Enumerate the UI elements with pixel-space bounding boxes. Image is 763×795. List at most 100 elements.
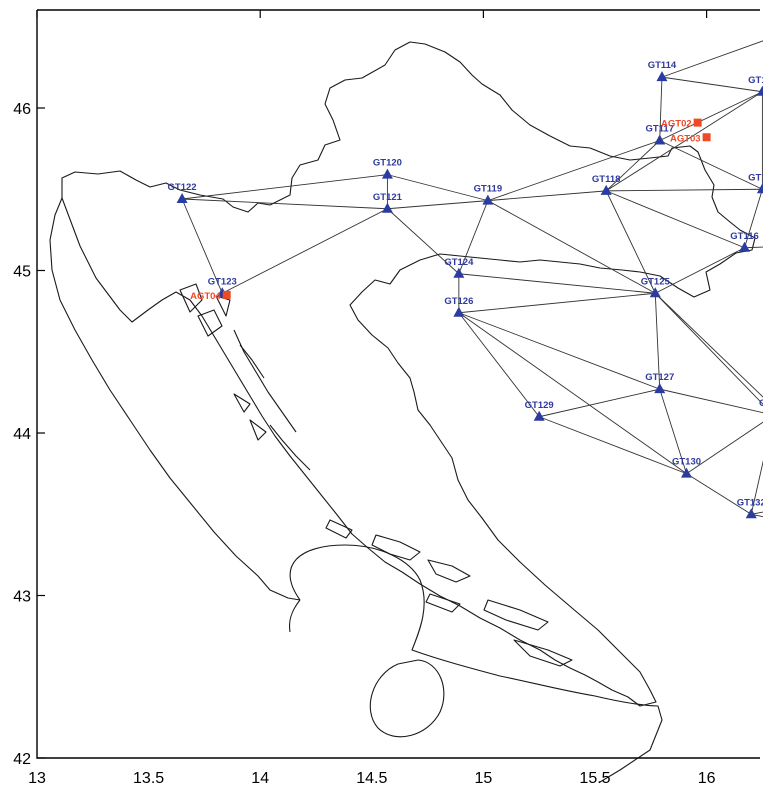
baseline-GT126-GT130 — [458, 312, 687, 474]
square-marker-icon — [693, 118, 702, 127]
gt-station-GT121: GT121 — [373, 192, 403, 213]
triangle-marker-icon — [533, 410, 545, 421]
triangle-marker-icon — [756, 183, 763, 194]
gt-station-label: GT115 — [748, 172, 763, 183]
baseline-GT116-GT125 — [655, 247, 745, 294]
square-marker-icon — [222, 290, 231, 299]
y-tick-label: 44 — [13, 426, 31, 443]
baseline-GT112-GT114 — [661, 40, 763, 78]
baseline-GT125-GT131 — [654, 292, 763, 398]
baseline-GT127-GT129 — [539, 388, 660, 418]
agt-station-AGT02: AGT02 — [661, 118, 702, 130]
plot-frame — [36, 10, 760, 759]
triangle-marker-icon — [756, 85, 763, 96]
baseline-GT122-GT123 — [181, 198, 223, 294]
baseline-GT128-GT132 — [750, 459, 763, 515]
gt-station-label: GT123 — [208, 276, 237, 287]
gt-station-label: GT129 — [525, 400, 554, 411]
agt-station-AGT04: AGT04 — [190, 290, 231, 302]
gt-station-GT118: GT118 — [592, 174, 621, 195]
gt-station-label: GT118 — [592, 174, 621, 185]
x-tick-label: 15 — [475, 770, 493, 787]
gt-station-GT130: GT130 — [672, 457, 701, 478]
baseline-GT117-GT119 — [487, 140, 660, 202]
triangle-marker-icon — [453, 267, 465, 278]
axes — [36, 9, 760, 759]
gt-station-GT116: GT116 — [730, 231, 759, 252]
baseline-GT116-GT118 — [605, 190, 745, 249]
triangle-marker-icon — [654, 383, 666, 394]
square-marker-icon — [702, 133, 711, 142]
baseline-GT114-GT117 — [659, 77, 663, 141]
baseline-GT125-GT128 — [654, 292, 763, 405]
baseline-GT126-GT125 — [458, 292, 656, 314]
baseline-GT119-GT118 — [487, 190, 607, 202]
baseline-GT120-GT122 — [182, 174, 388, 200]
tick-marks — [36, 10, 708, 759]
gt-station-GT129: GT129 — [525, 400, 554, 421]
gt-station-GT114: GT114 — [648, 60, 677, 82]
baseline-GT121-GT119 — [387, 200, 488, 210]
baseline-GT115-GT116 — [744, 189, 763, 248]
baseline-GT119-GT124 — [458, 200, 489, 274]
gt-station-label: GT124 — [444, 257, 474, 268]
gt-station-label: GT117 — [645, 124, 674, 135]
gt-station-label: GT130 — [672, 457, 701, 468]
triangle-marker-icon — [745, 508, 757, 519]
gt-station-label: GT125 — [641, 276, 671, 287]
gt-station-label: GT128 — [759, 398, 763, 409]
x-tick-label: 13 — [28, 770, 46, 787]
baseline-GT119-GT125 — [487, 200, 656, 294]
gt-station-label: GT116 — [730, 231, 759, 242]
y-tick-label: 42 — [13, 751, 31, 768]
gt-station-GT132: GT132 — [737, 497, 763, 519]
baseline-GT130-GT132 — [686, 473, 752, 515]
baseline-network — [181, 40, 763, 518]
baseline-GT128-GT130 — [686, 421, 763, 474]
gt-station-label: GT122 — [168, 182, 197, 193]
gt-station-GT113: GT113 — [748, 75, 763, 96]
gt-station-GT124: GT124 — [444, 257, 474, 278]
baseline-GT122-GT121 — [182, 198, 388, 210]
agt-station-label: AGT04 — [190, 291, 221, 302]
triangle-marker-icon — [681, 467, 693, 478]
agt-station-label: AGT02 — [661, 119, 692, 130]
gt-station-GT119: GT119 — [474, 184, 503, 205]
x-tick-label: 14 — [251, 770, 269, 787]
agt-station-AGT03: AGT03 — [670, 133, 711, 144]
baseline-GT121-GT123 — [222, 208, 388, 294]
station-markers: GT112GT114GT113GT110GT117GT108GT104GT106… — [168, 60, 763, 519]
triangle-marker-icon — [600, 184, 612, 195]
gt-station-GT117: GT117 — [645, 124, 674, 145]
triangle-marker-icon — [381, 202, 393, 213]
baseline-GT117-GT115 — [659, 140, 763, 190]
triangle-marker-icon — [654, 134, 666, 145]
gt-station-label: GT113 — [748, 75, 763, 86]
x-tick-label: 16 — [698, 770, 716, 787]
gt-station-label: GT119 — [474, 184, 503, 195]
gt-station-label: GT126 — [444, 296, 473, 307]
baseline-GT120-GT119 — [387, 174, 488, 202]
baseline-GT126-GT127 — [458, 312, 660, 390]
gt-station-GT120: GT120 — [373, 158, 402, 179]
gt-station-GT125: GT125 — [641, 276, 671, 298]
baseline-GT115-GT118 — [606, 188, 763, 192]
gt-station-label: GT114 — [648, 60, 677, 71]
triangle-marker-icon — [453, 306, 465, 317]
baseline-GT118-GT125 — [605, 190, 656, 294]
triangle-marker-icon — [649, 287, 661, 298]
gt-station-GT128: GT128 — [759, 398, 763, 409]
x-tick-label: 13.5 — [133, 770, 164, 787]
baseline-GT125-GT127 — [654, 293, 661, 390]
gt-station-label: GT127 — [645, 372, 674, 383]
y-tick-label: 43 — [13, 589, 31, 606]
gt-station-GT115: GT115 — [748, 172, 763, 194]
gt-station-label: GT120 — [373, 158, 402, 169]
baseline-GT126-GT129 — [458, 312, 540, 418]
gt-station-label: GT132 — [737, 497, 763, 508]
y-tick-label: 45 — [13, 264, 31, 281]
triangle-marker-icon — [482, 194, 494, 205]
y-tick-label: 46 — [13, 101, 31, 118]
